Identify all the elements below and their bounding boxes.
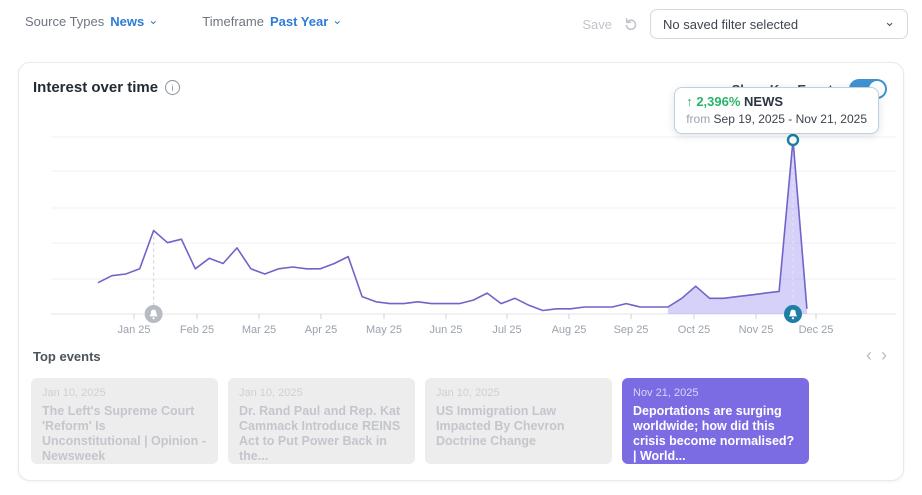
bell-icon [789,309,797,320]
save-button[interactable]: Save [582,16,612,32]
bell-icon [149,309,158,320]
up-arrow-icon: ↑ [686,94,693,109]
filters-toolbar: Source Types News ⌄ Timeframe Past Year … [0,0,922,48]
event-title: Deportations are surging worldwide; how … [633,404,795,463]
x-axis-label: May 25 [366,324,402,336]
interest-over-time-panel: Interest over time i Show Key Events ↑ 2… [18,62,904,481]
timeframe-dropdown[interactable]: Timeframe Past Year ⌄ [202,12,343,30]
chart-tooltip: ↑ 2,396% NEWS from Sep 19, 2025 - Nov 21… [674,87,879,134]
highlight-area [667,140,807,314]
top-events-carousel-nav: ‹ › [866,346,887,364]
chevron-down-icon: ⌄ [332,12,343,27]
chevron-down-icon: ⌄ [148,12,159,27]
x-axis-label: Mar 25 [242,324,276,336]
source-types-label: Source Types [25,14,105,29]
event-card[interactable]: Jan 10, 2025 US Immigration Law Impacted … [425,378,612,464]
saved-filters-controls: Save No saved filter selected ⌄ [582,9,908,39]
event-card[interactable]: Jan 10, 2025 The Left's Supreme Court 'Re… [31,378,218,464]
tooltip-series-name: NEWS [744,94,784,109]
key-event-marker[interactable] [144,305,163,323]
interest-line-chart[interactable]: Jan 25 Feb 25 Mar 25 Apr 25 May 25 Jun 25 Jul … [19,118,905,350]
source-types-value: News [110,14,145,29]
x-axis-label: Jun 25 [429,324,462,336]
carousel-next-icon[interactable]: › [881,345,887,365]
x-axis-label: Jul 25 [492,324,521,336]
news-series-line [97,139,808,312]
x-axis-label: Jan 25 [117,324,150,336]
event-date: Jan 10, 2025 [42,387,106,399]
info-icon[interactable]: i [165,80,181,95]
event-title: The Left's Supreme Court 'Reform' Is Unc… [42,404,206,463]
source-types-dropdown[interactable]: Source Types News ⌄ [25,12,159,30]
event-title: Dr. Rand Paul and Rep. Kat Cammack Intro… [239,404,401,463]
event-date: Jan 10, 2025 [436,387,500,399]
saved-filter-select[interactable]: No saved filter selected ⌄ [650,9,908,39]
saved-filter-select-value: No saved filter selected [663,16,799,32]
tooltip-from-label: from [686,112,711,126]
top-events-title: Top events [33,349,101,364]
tooltip-change-pct: 2,396% [696,94,741,109]
x-axis-label: Feb 25 [180,324,214,336]
x-axis-label: Oct 25 [678,324,710,336]
undo-icon[interactable] [623,16,639,32]
event-date: Nov 21, 2025 [633,387,699,399]
spike-point-marker [786,133,800,147]
timeframe-label: Timeframe [202,14,264,29]
chevron-down-icon: ⌄ [884,14,895,29]
panel-title-row: Interest over time i [33,79,181,96]
x-axis-label: Aug 25 [552,324,587,336]
tooltip-date-range: Sep 19, 2025 - Nov 21, 2025 [713,112,867,126]
carousel-prev-icon[interactable]: ‹ [866,345,872,365]
panel-title: Interest over time [33,79,159,96]
x-axis-label: Sep 25 [614,324,649,336]
key-event-marker-active[interactable] [784,133,802,323]
x-axis-label: Dec 25 [799,324,834,336]
event-date: Jan 10, 2025 [239,387,303,399]
event-card-highlighted[interactable]: Nov 21, 2025 Deportations are surging wor… [622,378,809,464]
timeframe-value: Past Year [269,14,329,29]
x-axis-label: Apr 25 [305,324,337,336]
left-filters: Source Types News ⌄ Timeframe Past Year … [25,12,343,30]
top-events-list: Jan 10, 2025 The Left's Supreme Court 'Re… [31,378,809,464]
x-axis-label: Nov 25 [739,324,774,336]
event-card[interactable]: Jan 10, 2025 Dr. Rand Paul and Rep. Kat C… [228,378,415,464]
event-title: US Immigration Law Impacted By Chevron D… [436,404,565,448]
